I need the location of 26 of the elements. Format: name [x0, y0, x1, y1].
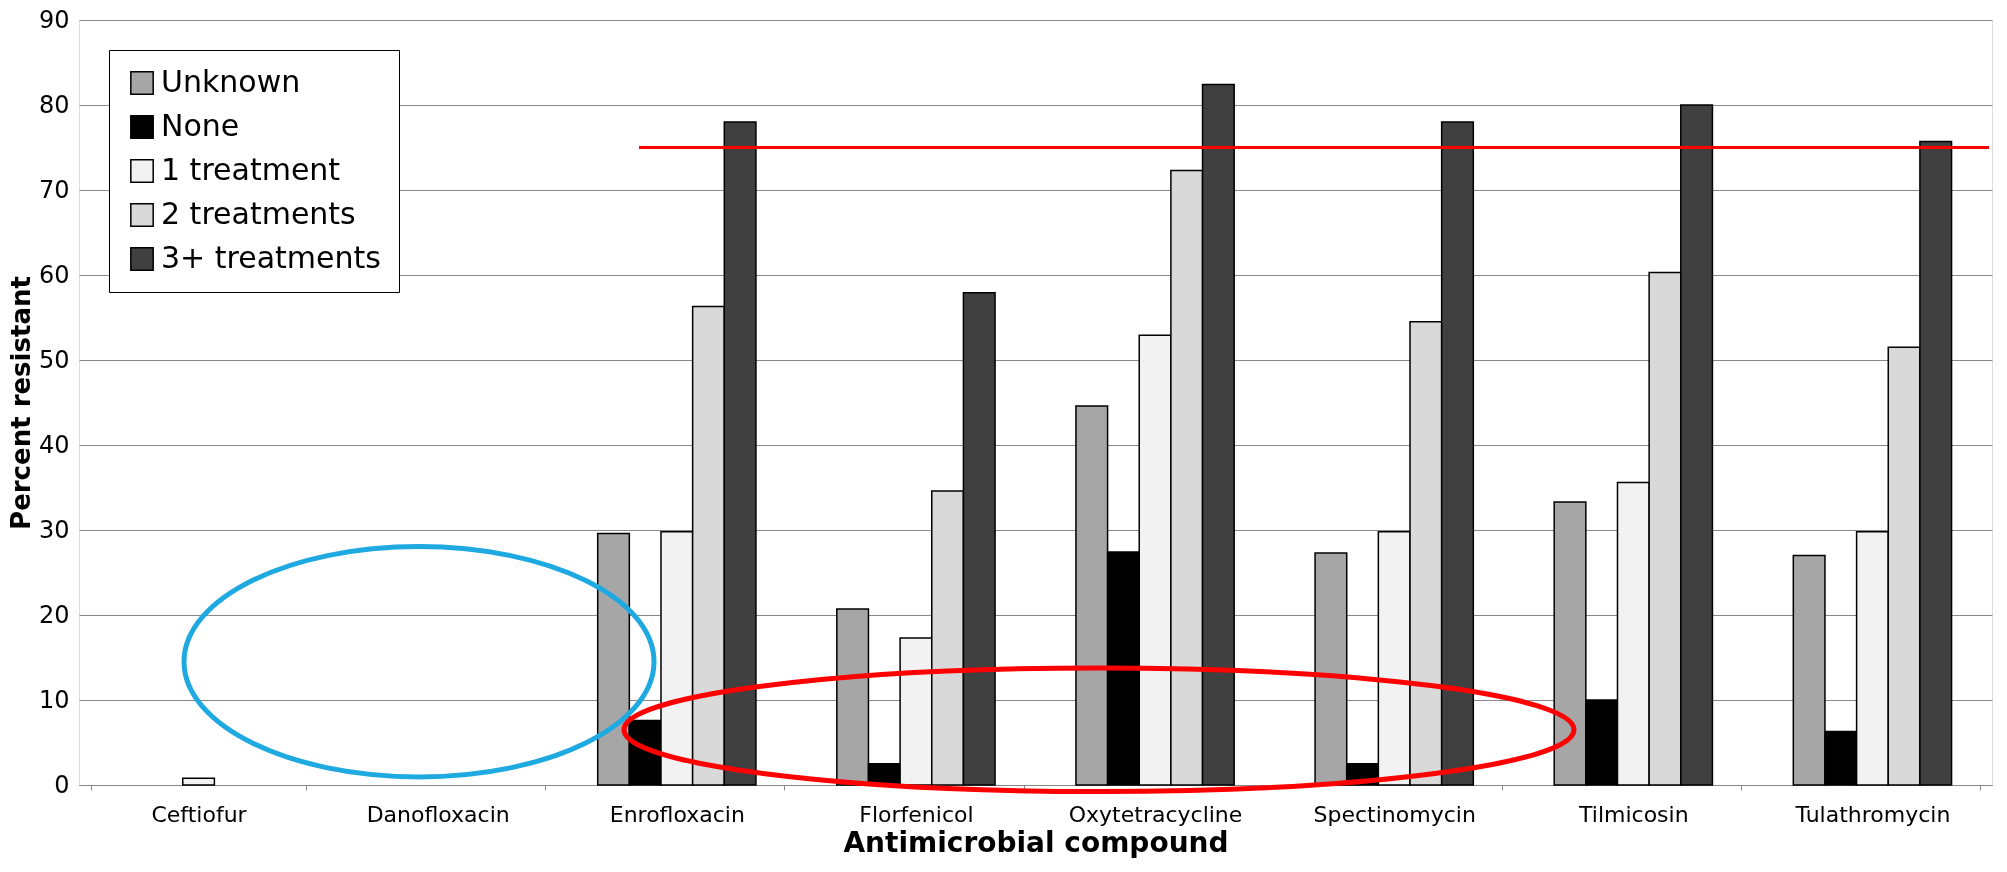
y-tick-label: 60	[38, 260, 70, 289]
legend-label: 3+ treatments	[161, 240, 381, 275]
x-tick-label: Spectinomycin	[1313, 801, 1476, 827]
x-tick-label: Tulathromycin	[1794, 801, 1951, 827]
x-tick-label: Enrofloxacin	[609, 801, 745, 827]
x-tick-label: Florfenicol	[859, 801, 974, 827]
y-tick-label: 80	[38, 90, 70, 119]
legend-label: 2 treatments	[161, 196, 356, 231]
y-tick-label: 30	[38, 515, 70, 544]
x-tick-label: Ceftiofur	[151, 801, 248, 827]
x-tick-label: Danofloxacin	[366, 801, 510, 827]
x-tick-label: Tilmicosin	[1578, 801, 1689, 827]
y-tick-label: 70	[38, 175, 70, 204]
y-tick-label: 90	[38, 5, 70, 34]
x-axis-title: Antimicrobial compound	[843, 825, 1229, 859]
legend-label: Unknown	[161, 64, 301, 99]
y-tick-label: 40	[38, 430, 70, 459]
legend-label: None	[161, 108, 240, 143]
bar	[181, 777, 216, 786]
x-tick-label: Oxytetracycline	[1068, 801, 1243, 827]
y-tick-label: 50	[38, 345, 70, 374]
y-axis-title: Percent resistant	[5, 276, 36, 530]
y-tick-label: 0	[54, 770, 70, 799]
legend-label: 1 treatment	[161, 152, 341, 187]
y-tick-label: 10	[38, 685, 70, 714]
y-tick-label: 20	[38, 600, 70, 629]
